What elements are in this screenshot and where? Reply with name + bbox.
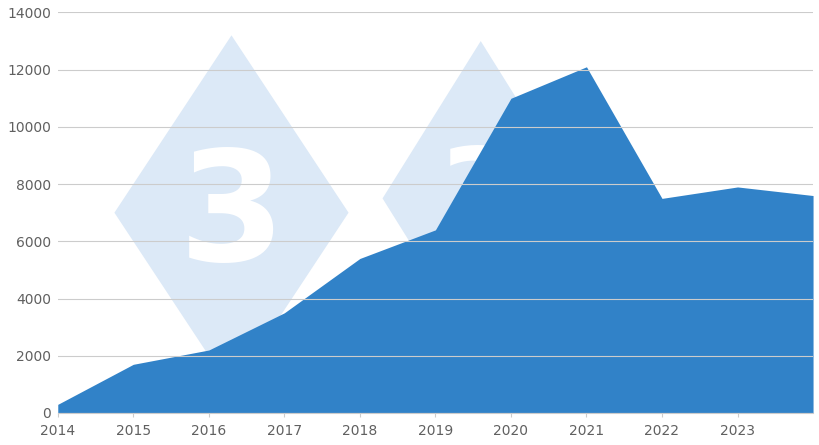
Text: 3: 3 <box>179 144 284 292</box>
Polygon shape <box>382 41 578 356</box>
Polygon shape <box>115 35 348 390</box>
Text: 3: 3 <box>437 142 523 263</box>
